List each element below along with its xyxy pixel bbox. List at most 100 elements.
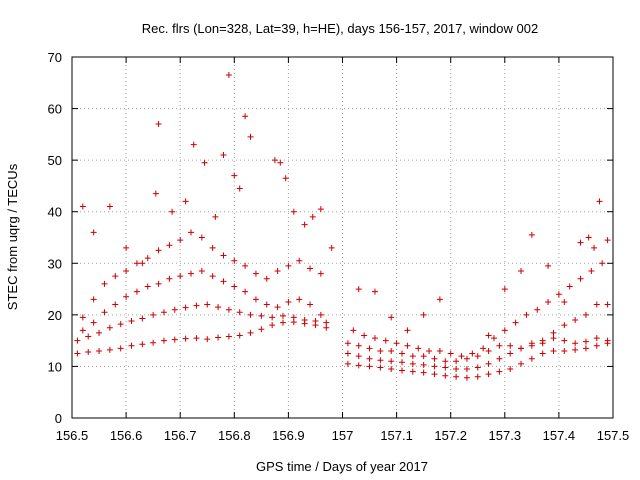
data-point: [507, 366, 514, 373]
data-point: [258, 312, 265, 319]
data-point: [507, 342, 514, 349]
data-point: [90, 229, 97, 236]
data-point: [242, 288, 249, 295]
data-point: [79, 314, 86, 321]
data-point: [361, 332, 368, 339]
data-point: [453, 366, 460, 373]
data-point: [490, 335, 497, 342]
data-point: [539, 350, 546, 357]
data-point: [242, 113, 249, 120]
data-point: [212, 213, 219, 220]
data-point: [355, 342, 362, 349]
data-point: [393, 340, 400, 347]
data-point: [193, 302, 200, 309]
data-point: [101, 309, 108, 316]
data-point: [128, 318, 135, 325]
data-point: [106, 346, 113, 353]
data-point: [231, 257, 238, 264]
data-point: [296, 296, 303, 303]
data-point: [198, 234, 205, 241]
data-point: [409, 368, 416, 375]
data-point: [404, 327, 411, 334]
data-point: [150, 311, 157, 318]
data-point: [252, 270, 259, 277]
data-point: [117, 345, 124, 352]
data-point: [307, 265, 314, 272]
data-point: [285, 262, 292, 269]
data-point: [209, 273, 216, 280]
data-point: [301, 221, 308, 228]
data-point: [420, 369, 427, 376]
data-point: [171, 336, 178, 343]
data-point: [518, 360, 525, 367]
data-point: [269, 314, 276, 321]
data-point: [166, 275, 173, 282]
data-point: [582, 338, 589, 345]
data-point: [485, 371, 492, 378]
x-tick-label: 156.6: [110, 428, 143, 443]
data-point: [596, 198, 603, 205]
data-point: [317, 311, 324, 318]
data-point: [231, 283, 238, 290]
data-point: [106, 324, 113, 331]
data-point: [225, 306, 232, 313]
data-point: [90, 296, 97, 303]
data-point: [528, 355, 535, 362]
data-point: [577, 275, 584, 282]
data-point: [409, 353, 416, 360]
x-axis-label: GPS time / Days of year 2017: [256, 459, 428, 474]
data-point: [458, 353, 465, 360]
data-point: [225, 333, 232, 340]
data-point: [377, 347, 384, 354]
data-point: [561, 347, 568, 354]
data-point: [399, 367, 406, 374]
x-tick-label: 157.3: [489, 428, 522, 443]
data-point: [388, 314, 395, 321]
data-point: [442, 372, 449, 379]
data-point: [539, 340, 546, 347]
data-point: [555, 291, 562, 298]
data-point: [371, 335, 378, 342]
data-point: [101, 280, 108, 287]
data-point: [604, 337, 611, 344]
data-point: [85, 348, 92, 355]
data-point: [128, 342, 135, 349]
data-point: [485, 332, 492, 339]
data-point: [144, 255, 151, 262]
data-point: [463, 374, 470, 381]
data-point: [279, 319, 286, 326]
data-point: [204, 301, 211, 308]
data-point: [171, 306, 178, 313]
data-point: [215, 334, 222, 341]
data-point: [447, 350, 454, 357]
data-point: [123, 244, 130, 251]
data-point: [209, 244, 216, 251]
data-point: [150, 339, 157, 346]
x-tick-label: 156.7: [164, 428, 197, 443]
data-point: [388, 347, 395, 354]
data-point: [572, 346, 579, 353]
data-point: [236, 185, 243, 192]
data-point: [133, 260, 140, 267]
chart-title: Rec. flrs (Lon=328, Lat=39, h=HE), days …: [142, 21, 538, 36]
data-point: [366, 363, 373, 370]
data-point: [198, 268, 205, 275]
data-point: [242, 262, 249, 269]
data-point: [431, 363, 438, 370]
data-point: [496, 368, 503, 375]
data-point: [123, 268, 130, 275]
data-point: [307, 301, 314, 308]
data-point: [220, 151, 227, 158]
data-point: [463, 355, 470, 362]
data-point: [344, 360, 351, 367]
data-point: [550, 329, 557, 336]
data-point: [117, 321, 124, 328]
data-point: [528, 231, 535, 238]
data-point: [328, 244, 335, 251]
data-point: [442, 364, 449, 371]
y-tick-label: 60: [48, 102, 62, 117]
data-point: [501, 327, 508, 334]
data-point: [323, 319, 330, 326]
data-point: [225, 72, 232, 79]
data-point: [309, 213, 316, 220]
